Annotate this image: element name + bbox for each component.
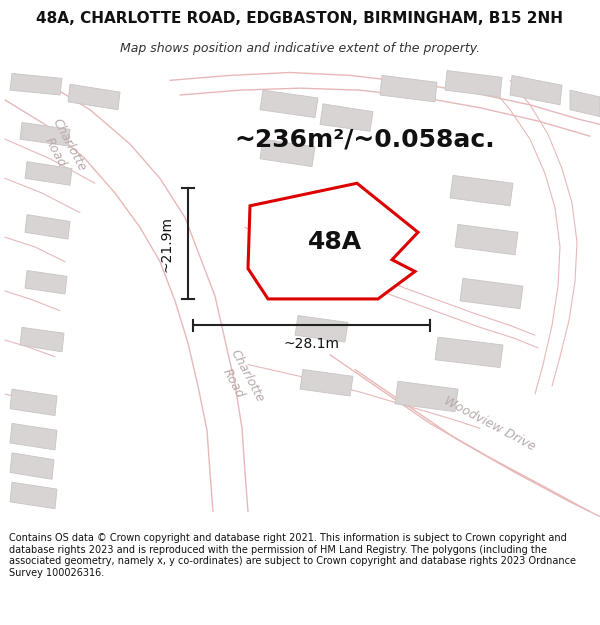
Polygon shape <box>10 389 57 416</box>
Polygon shape <box>248 183 418 299</box>
Text: ~21.9m: ~21.9m <box>160 216 174 271</box>
Polygon shape <box>435 337 503 367</box>
Polygon shape <box>300 369 353 396</box>
Polygon shape <box>570 90 600 117</box>
Text: Map shows position and indicative extent of the property.: Map shows position and indicative extent… <box>120 42 480 54</box>
Polygon shape <box>10 482 57 509</box>
Polygon shape <box>295 316 348 342</box>
Polygon shape <box>510 76 562 105</box>
Polygon shape <box>10 74 62 95</box>
Polygon shape <box>25 271 67 294</box>
Polygon shape <box>10 453 54 479</box>
Polygon shape <box>460 278 523 309</box>
Text: 48A: 48A <box>308 230 362 254</box>
Polygon shape <box>260 90 318 118</box>
Polygon shape <box>25 214 70 239</box>
Text: Charlotte
Road: Charlotte Road <box>35 116 88 181</box>
Polygon shape <box>455 224 518 255</box>
Polygon shape <box>450 176 513 206</box>
Polygon shape <box>25 162 72 185</box>
Text: Contains OS data © Crown copyright and database right 2021. This information is : Contains OS data © Crown copyright and d… <box>9 533 576 578</box>
Polygon shape <box>10 423 57 450</box>
Polygon shape <box>260 139 315 167</box>
Text: ~236m²/~0.058ac.: ~236m²/~0.058ac. <box>235 127 496 151</box>
Text: Woodview Drive: Woodview Drive <box>442 394 538 453</box>
Text: ~28.1m: ~28.1m <box>284 337 340 351</box>
Polygon shape <box>395 381 458 412</box>
Polygon shape <box>20 328 64 352</box>
Polygon shape <box>445 71 502 97</box>
Text: Charlotte
Road: Charlotte Road <box>214 347 266 412</box>
Polygon shape <box>380 76 437 102</box>
Polygon shape <box>270 203 323 229</box>
Polygon shape <box>68 84 120 110</box>
Polygon shape <box>275 252 328 278</box>
Polygon shape <box>320 104 373 131</box>
Polygon shape <box>20 122 70 146</box>
Text: 48A, CHARLOTTE ROAD, EDGBASTON, BIRMINGHAM, B15 2NH: 48A, CHARLOTTE ROAD, EDGBASTON, BIRMINGH… <box>37 11 563 26</box>
